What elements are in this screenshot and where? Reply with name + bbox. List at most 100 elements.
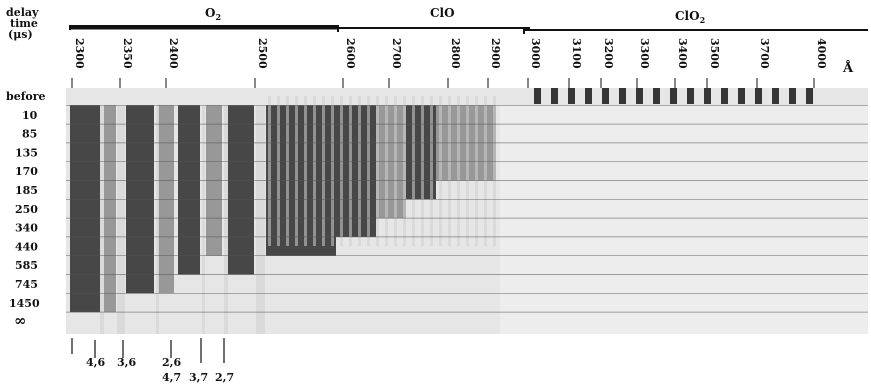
clo2-band	[534, 88, 541, 104]
wavelength-tick-label: 4000	[815, 38, 828, 69]
wavelength-tick-label: 3400	[676, 38, 689, 69]
wavelength-tick-label: 3300	[638, 38, 651, 69]
clear-strip	[100, 106, 104, 334]
species-label-o2: O2	[205, 6, 221, 22]
delay-label-line3: (μs)	[8, 28, 33, 41]
delay-row-label: 185	[15, 184, 38, 197]
clo2-band	[806, 88, 813, 104]
band-striation	[295, 96, 298, 246]
wavelength-tick-label: 3500	[708, 38, 721, 69]
delay-row-label: 1450	[9, 297, 40, 310]
delay-row-label: 340	[15, 222, 38, 235]
delay-row-label: 250	[15, 203, 38, 216]
band-label-3-7: 3,7	[189, 371, 208, 384]
delay-row-label: 585	[15, 259, 38, 272]
delay-row-labels: before 10 85 135 170 185 250 340 440 585 745 1450 ∞	[6, 90, 46, 330]
band-label-4-7: 4,7	[162, 371, 181, 384]
clo2-band	[636, 88, 643, 104]
band-striation	[475, 96, 478, 246]
band-striation	[358, 96, 361, 246]
wavelength-tick-label: 2700	[390, 38, 403, 69]
band-annotations: 4,6 3,6 2,6 4,7 3,7 2,7	[71, 338, 234, 384]
plate-light-region	[500, 106, 868, 334]
delay-row-label: 10	[22, 109, 38, 122]
delay-row-label: before	[6, 90, 46, 103]
clo-range-bracket	[337, 27, 530, 32]
clo2-band	[687, 88, 694, 104]
delay-row-label: 135	[15, 146, 38, 159]
clo2-band	[619, 88, 626, 104]
wavelength-tick-label: 3700	[758, 38, 771, 69]
band-striation	[349, 96, 352, 246]
row-rulings	[66, 104, 868, 313]
band-label-2-7: 2,7	[215, 371, 234, 384]
clo2-band	[772, 88, 779, 104]
wavelength-tick-label: 3200	[602, 38, 615, 69]
band-striation	[340, 96, 343, 246]
clear-strip	[156, 106, 159, 334]
band-striation	[304, 96, 307, 246]
band-striation	[493, 96, 496, 246]
absorption-band	[70, 105, 100, 313]
delay-label-line2: time	[10, 17, 38, 30]
delay-row-label: 745	[15, 278, 38, 291]
clo2-band	[585, 88, 592, 104]
band-striation	[466, 96, 469, 246]
band-striation	[277, 96, 280, 246]
clear-strip	[202, 106, 205, 334]
clo2-band	[721, 88, 728, 104]
band-striation	[268, 96, 271, 246]
species-label-clo2: ClO2	[675, 9, 705, 25]
band-striation	[322, 96, 325, 246]
clear-strip	[117, 106, 125, 334]
band-striation	[412, 96, 415, 246]
band-label-4-6: 4,6	[86, 356, 105, 369]
band-striation	[439, 96, 442, 246]
clo2-band	[551, 88, 558, 104]
clo2-band	[704, 88, 711, 104]
band-striation	[421, 96, 424, 246]
band-label-3-6: 3,6	[117, 356, 136, 369]
delay-label-line1: delay	[6, 6, 39, 19]
wavelength-tick-label: 2500	[256, 38, 269, 69]
clo2-band	[755, 88, 762, 104]
clo2-band	[670, 88, 677, 104]
wavelength-tick-label: 2350	[121, 38, 134, 69]
absorption-band	[228, 105, 254, 275]
wavelength-tick-label: 2400	[167, 38, 180, 69]
band-striation	[385, 96, 388, 246]
clo2-band	[738, 88, 745, 104]
clo2-band	[568, 88, 575, 104]
band-striation	[394, 96, 397, 246]
band-striation	[286, 96, 289, 246]
wavelength-tick-label: 3000	[529, 38, 542, 69]
band-striation	[403, 96, 406, 246]
wavelength-tick-label: 2300	[73, 38, 86, 69]
band-striation	[331, 96, 334, 246]
band-striation	[367, 96, 370, 246]
spectral-plate	[66, 88, 868, 334]
absorption-band	[104, 105, 116, 313]
band-striation	[430, 96, 433, 246]
band-striation	[313, 96, 316, 246]
clo2-band	[653, 88, 660, 104]
wavelength-tick-label: 2600	[344, 38, 357, 69]
species-label-clo: ClO	[430, 6, 455, 20]
clo2-band	[602, 88, 609, 104]
clo2-range-bracket	[523, 29, 868, 34]
delay-row-label: 440	[15, 240, 38, 253]
wavelength-unit-label: Å	[842, 60, 854, 76]
wavelength-tick-label: 3100	[570, 38, 583, 69]
delay-row-label: ∞	[14, 312, 27, 330]
clear-strip	[224, 106, 228, 334]
wavelength-tick-labels: 2300 2350 2400 2500 2600 2700 2800 2900 3000 3100…	[71, 38, 828, 88]
clear-strip	[256, 106, 265, 334]
absorption-bands	[70, 88, 868, 334]
band-striation	[484, 96, 487, 246]
delay-row-label: 85	[22, 128, 37, 141]
wavelength-tick-label: 2800	[449, 38, 462, 69]
band-striation	[457, 96, 460, 246]
absorption-band	[178, 105, 200, 275]
band-striation	[448, 96, 451, 246]
